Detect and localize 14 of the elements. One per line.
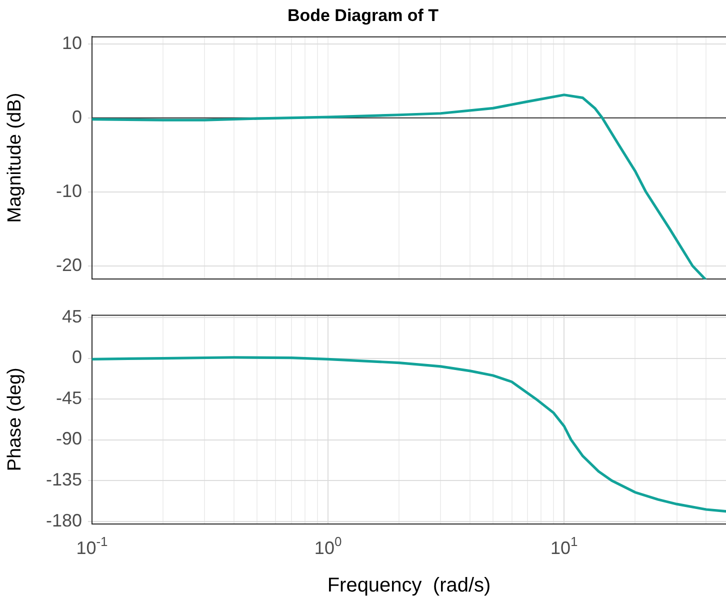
y-tick-label: -135 (46, 470, 82, 490)
y-axis-title: Phase (deg) (4, 368, 26, 472)
y-tick-label: 0 (72, 347, 82, 368)
chart-title: Bode Diagram of T (287, 6, 440, 25)
y-tick-label: -45 (56, 388, 82, 408)
y-tick-label: -180 (46, 510, 82, 530)
y-tick-label: 45 (62, 306, 82, 326)
y-tick-label: -10 (56, 180, 82, 201)
y-tick-label: -90 (56, 428, 82, 449)
y-axis-title: Magnitude (dB) (4, 92, 26, 223)
y-tick-label: 0 (72, 106, 82, 127)
x-axis-title: Frequency (rad/s) (327, 574, 491, 597)
y-tick-label: -20 (56, 254, 82, 275)
y-tick-label: 10 (62, 32, 82, 53)
